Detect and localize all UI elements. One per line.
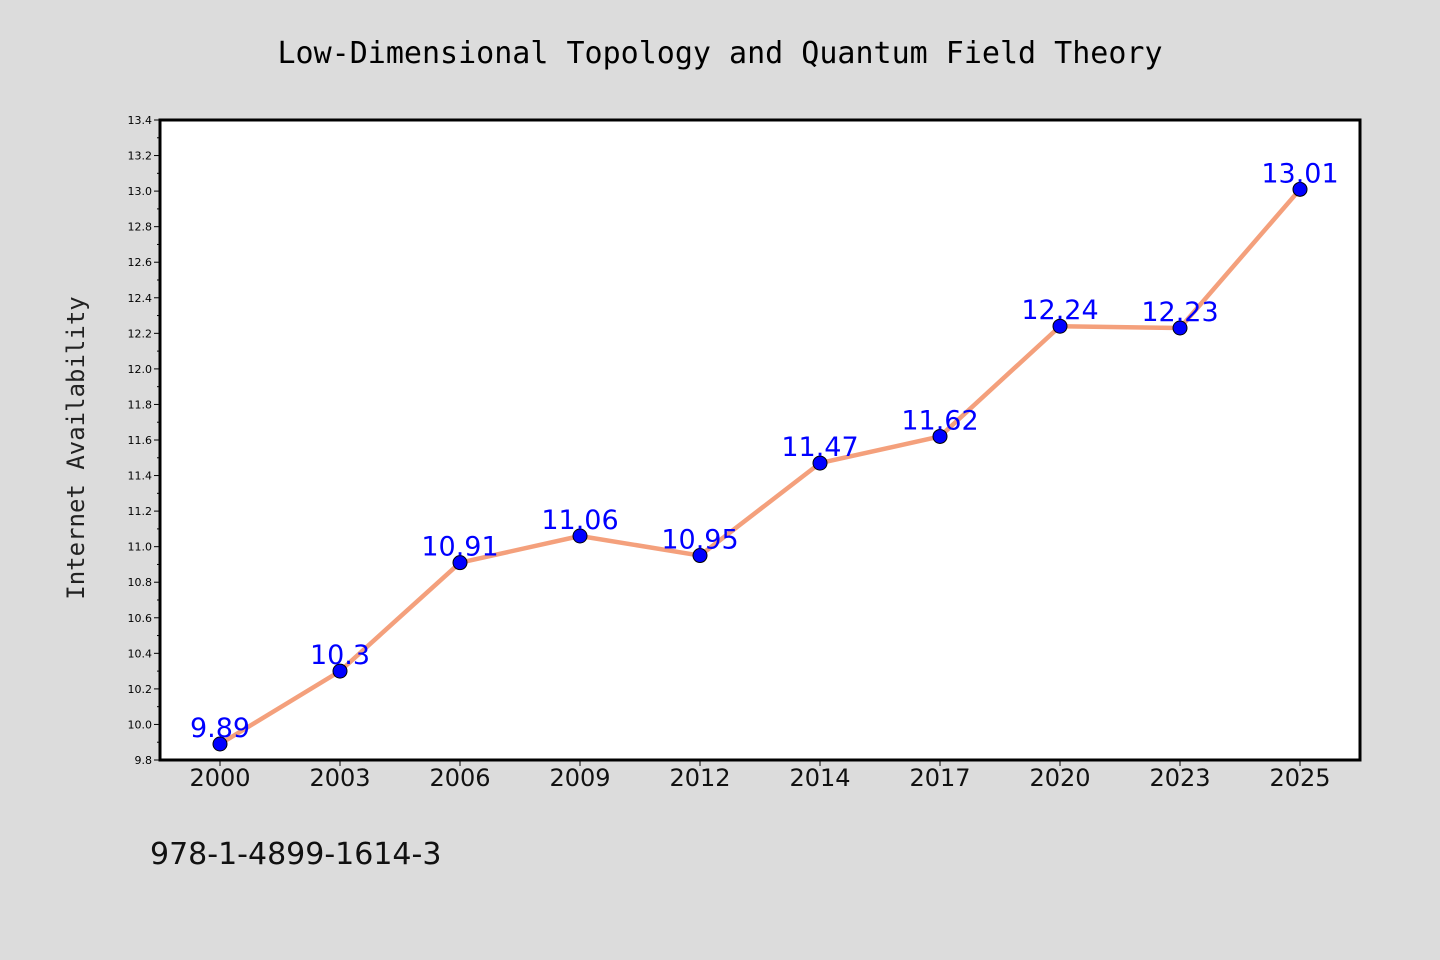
y-tick-label: 13.2	[128, 150, 153, 163]
data-label: 10.91	[421, 532, 498, 563]
x-tick-label: 2009	[549, 764, 610, 792]
y-tick-label: 10.2	[128, 683, 153, 696]
y-tick-label: 12.4	[128, 292, 153, 305]
x-tick-label: 2017	[909, 764, 970, 792]
data-point-marker	[332, 663, 348, 679]
data-label: 12.24	[1021, 295, 1098, 326]
x-tick-label: 2003	[309, 764, 370, 792]
data-point-marker	[452, 555, 468, 571]
data-point-marker	[572, 528, 588, 544]
y-tick-label: 9.8	[135, 754, 153, 767]
y-tick-label: 11.0	[128, 541, 153, 554]
x-tick-label: 2020	[1029, 764, 1090, 792]
x-axis: 2000 2003 2006 2009 2012 2014 2017 2020 2023 2025	[189, 760, 1331, 792]
data-label: 9.89	[190, 713, 250, 744]
y-tick-label: 10.6	[128, 612, 153, 625]
data-point-marker	[812, 455, 828, 471]
data-point-marker	[1292, 181, 1308, 197]
x-tick-label: 2000	[189, 764, 250, 792]
x-tick-label: 2025	[1269, 764, 1330, 792]
x-tick-label: 2006	[429, 764, 490, 792]
y-tick-label: 12.6	[128, 256, 153, 269]
series-layer: 9.89 10.3 10.91 11.06 10.95 11.47 11.62 12.24 12…	[190, 158, 1339, 752]
y-tick-label: 11.2	[128, 505, 153, 518]
data-point-marker	[1052, 318, 1068, 334]
y-axis: 9.8 10.0 10.2 10.4 10.6 10.8 11.0 11.2 11.4 11.6 1…	[128, 114, 160, 767]
y-tick-label: 10.0	[128, 718, 153, 731]
y-tick-label: 13.4	[128, 114, 153, 127]
series-line	[217, 187, 1303, 747]
data-label: 11.06	[541, 505, 618, 536]
data-label: 13.01	[1261, 158, 1338, 189]
data-label: 10.3	[310, 640, 370, 671]
data-label: 11.47	[781, 432, 858, 463]
y-axis-label: Internet Availability	[62, 296, 90, 599]
data-point-marker	[212, 736, 228, 752]
data-label: 11.62	[901, 405, 978, 436]
y-tick-label: 11.4	[128, 470, 153, 483]
y-tick-label: 12.0	[128, 363, 153, 376]
data-point-marker	[1172, 320, 1188, 336]
footer-isbn: 978-1-4899-1614-3	[150, 837, 441, 872]
x-tick-label: 2023	[1149, 764, 1210, 792]
x-tick-label: 2014	[789, 764, 850, 792]
y-tick-label: 11.8	[128, 398, 153, 411]
data-point-marker	[692, 548, 708, 564]
y-tick-label: 12.8	[128, 221, 153, 234]
y-tick-label: 10.8	[128, 576, 153, 589]
y-tick-label: 12.2	[128, 327, 153, 340]
y-tick-label: 10.4	[128, 647, 153, 660]
data-point-marker	[932, 428, 948, 444]
y-tick-label: 11.6	[128, 434, 153, 447]
data-label: 10.95	[661, 525, 738, 556]
data-label: 12.23	[1141, 297, 1218, 328]
x-tick-label: 2012	[669, 764, 730, 792]
y-tick-label: 13.0	[128, 185, 153, 198]
chart-title: Low-Dimensional Topology and Quantum Fie…	[277, 36, 1162, 71]
